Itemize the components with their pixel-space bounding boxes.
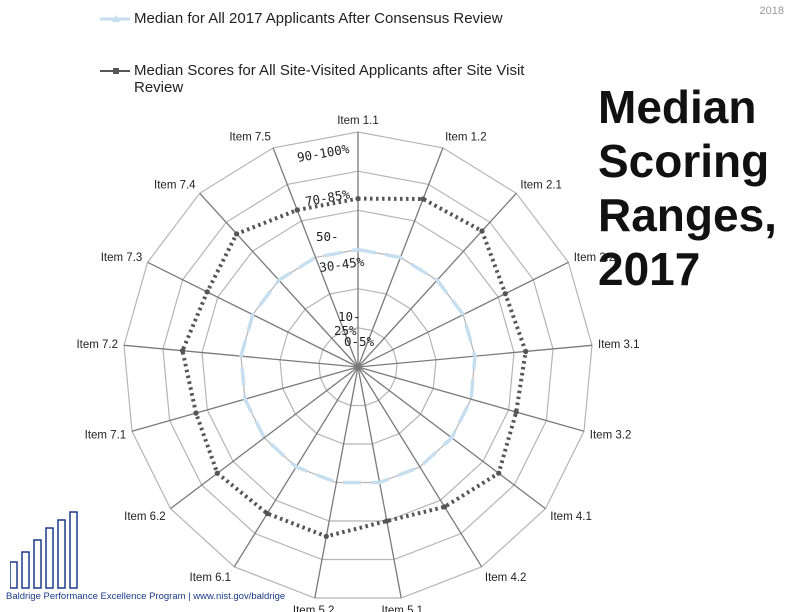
series-point bbox=[502, 291, 508, 297]
radar-ring bbox=[123, 131, 593, 599]
series-point bbox=[214, 470, 220, 476]
radar-ring-labels: 0-5%10-25%30-45%50-70-85%90-100% bbox=[296, 141, 375, 349]
radar-category-label: Item 7.3 bbox=[101, 252, 143, 264]
radar-category-label: Item 3.1 bbox=[598, 339, 640, 351]
radar-category-label: Item 7.4 bbox=[154, 180, 196, 192]
series-point bbox=[384, 518, 390, 524]
radar-ring-label: 10-25% bbox=[334, 309, 361, 338]
radar-category-label: Item 1.2 bbox=[445, 132, 487, 144]
legend-swatch-consensus bbox=[100, 15, 130, 22]
footer-text: Baldrige Performance Excellence Program … bbox=[6, 591, 286, 602]
radar-category-label: Item 6.1 bbox=[190, 572, 232, 584]
series-point bbox=[496, 470, 502, 476]
radar-category-labels: Item 1.1 Item 1.2 Item 2.1 Item 2.2 Item 3.1… bbox=[76, 115, 639, 612]
slide-title-line: Ranges, bbox=[598, 189, 777, 241]
radar-ring bbox=[201, 209, 515, 522]
radar-category-label: Item 7.1 bbox=[85, 430, 127, 442]
slide-title-line: Scoring bbox=[598, 135, 770, 187]
radar-category-label: Item 5.1 bbox=[382, 605, 424, 612]
legend-swatch-site-visit bbox=[100, 68, 130, 74]
radar-ring bbox=[162, 170, 554, 561]
radar-series bbox=[179, 196, 529, 540]
series-point bbox=[479, 228, 485, 234]
radar-category-label: Item 6.2 bbox=[124, 511, 166, 523]
series-point bbox=[193, 410, 199, 416]
series-point bbox=[513, 409, 519, 415]
radar-ring bbox=[318, 327, 398, 407]
radar-category-label: Item 3.2 bbox=[590, 430, 632, 442]
radar-ring-label: 50- bbox=[316, 229, 339, 244]
series-point bbox=[179, 348, 186, 354]
series-point bbox=[523, 348, 529, 355]
series-point bbox=[355, 196, 361, 202]
baldrige-logo-icon bbox=[10, 511, 78, 589]
slide-year: 2018 bbox=[759, 5, 784, 17]
radar-ring bbox=[279, 288, 437, 445]
radar-ring-label: 90-100% bbox=[296, 141, 351, 165]
series-line-consensus bbox=[239, 247, 477, 485]
series-point bbox=[234, 231, 240, 237]
legend-label-consensus: Median for All 2017 Applicants After Con… bbox=[134, 10, 503, 27]
radar-category-label: Item 2.1 bbox=[520, 180, 562, 192]
radar-category-label: Item 7.5 bbox=[229, 132, 271, 144]
radar-category-label: Item 1.1 bbox=[337, 115, 379, 127]
series-point bbox=[323, 533, 329, 540]
slide-title-line: 2017 bbox=[598, 243, 701, 295]
slide-title-line: Median bbox=[598, 81, 757, 133]
series-point bbox=[294, 207, 300, 213]
series-line-site-visit bbox=[180, 196, 528, 539]
series-point bbox=[204, 289, 210, 295]
radar-ring-label: 30-45% bbox=[318, 254, 365, 275]
radar-ring-label: 0-5% bbox=[344, 334, 375, 349]
radar-spokes bbox=[123, 132, 593, 599]
series-point bbox=[420, 196, 426, 202]
slide-title: Median Scoring Ranges, 2017 bbox=[598, 80, 788, 296]
radar-category-label: Item 5.2 bbox=[293, 605, 335, 612]
radar-category-label: Item 4.2 bbox=[485, 572, 527, 584]
series-point bbox=[442, 504, 448, 510]
radar-category-label: Item 4.1 bbox=[550, 511, 592, 523]
radar-category-label: Item 7.2 bbox=[76, 339, 118, 351]
legend-label-site-visit: Median Scores for All Site-Visited Appli… bbox=[134, 62, 525, 96]
radar-category-label: Item 2.2 bbox=[574, 252, 616, 264]
series-point bbox=[264, 510, 270, 517]
